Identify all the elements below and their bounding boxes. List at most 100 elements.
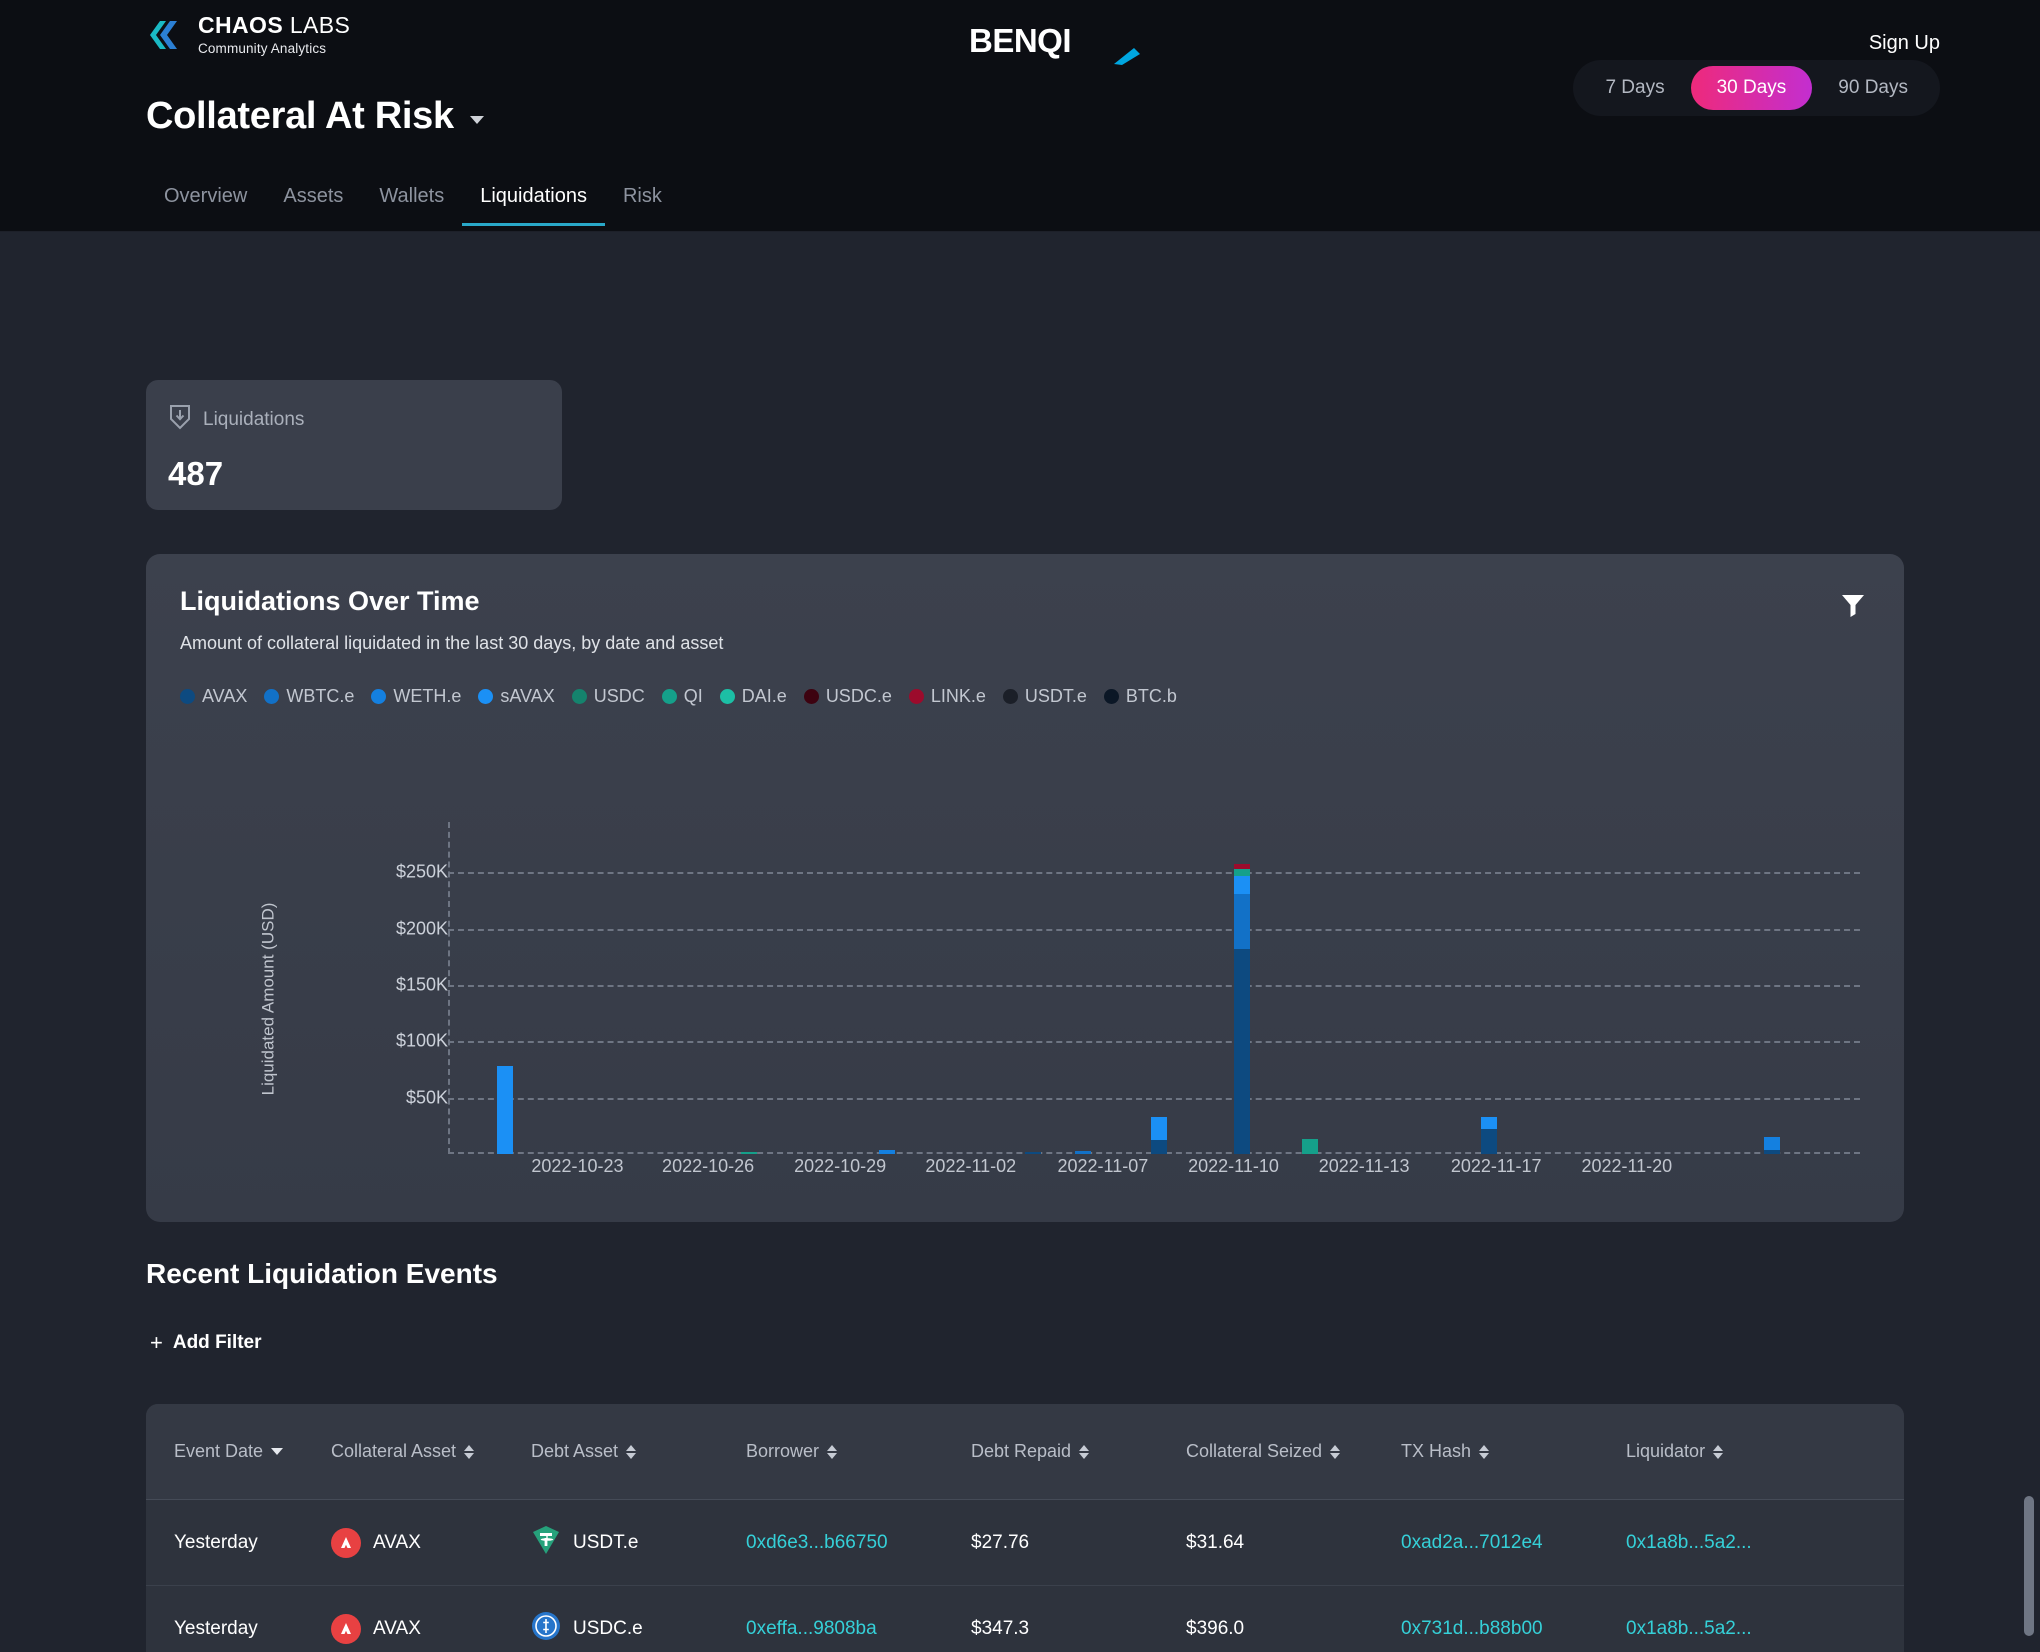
chaos-labs-chevron-logo-icon [146, 15, 186, 55]
legend-item-usdc-e[interactable]: USDC.e [803, 686, 892, 707]
bar-segment-avax [1233, 948, 1250, 1154]
bar-segment-wbtc-e [1074, 1151, 1091, 1154]
add-filter-button[interactable]: + Add Filter [150, 1330, 262, 1356]
table-row[interactable]: Yesterday AVAX USDT.e 0xd6e3...b66750 $27.76… [146, 1500, 1904, 1586]
column-header-debt-repaid[interactable]: Debt Repaid [971, 1441, 1186, 1462]
bar-2022-11-05[interactable] [1025, 1152, 1042, 1154]
legend-color-dot [719, 689, 735, 704]
legend-color-dot [371, 689, 387, 704]
legend-item-usdt-e[interactable]: USDT.e [1002, 686, 1087, 707]
column-header-debt-asset[interactable]: Debt Asset [531, 1441, 746, 1462]
column-header-liquidator[interactable]: Liquidator [1626, 1441, 1856, 1462]
debt-asset-label: USDT.e [573, 1531, 639, 1553]
legend-item-qi[interactable]: QI [661, 686, 703, 707]
column-label: Collateral Seized [1186, 1441, 1323, 1461]
cell-debt-asset: USDC.e [531, 1611, 746, 1647]
gridline [448, 872, 1860, 875]
x-tick-label: 2022-10-29 [794, 1156, 887, 1176]
x-tick-label: 2022-11-13 [1318, 1156, 1410, 1176]
bar-2022-11-09[interactable] [1233, 864, 1250, 1154]
sort-icon[interactable] [1079, 1444, 1090, 1459]
range-30-days[interactable]: 30 Days [1690, 66, 1813, 110]
tab-liquidations[interactable]: Liquidations [462, 185, 605, 226]
tab-risk[interactable]: Risk [622, 185, 662, 207]
sort-icon[interactable] [1713, 1444, 1724, 1459]
liquidation-shield-down-icon [168, 404, 192, 435]
sort-icon[interactable] [827, 1444, 838, 1459]
sort-icon[interactable] [464, 1444, 475, 1459]
plus-icon: + [150, 1330, 163, 1355]
column-label: Borrower [746, 1441, 820, 1461]
legend-color-dot [803, 689, 819, 704]
legend-color-dot [180, 689, 195, 704]
column-label: Debt Repaid [971, 1441, 1072, 1461]
chevron-down-icon[interactable] [469, 115, 484, 124]
legend-item-weth-e[interactable]: WETH.e [371, 686, 461, 707]
sort-desc-icon[interactable] [271, 1448, 284, 1455]
column-header-tx-hash[interactable]: TX Hash [1401, 1441, 1626, 1462]
bar-2022-11-10[interactable] [1302, 1139, 1318, 1154]
brand-logo[interactable]: CHAOS LABS Community Analytics [146, 14, 350, 56]
bar-segment-avax [1151, 1140, 1168, 1154]
bar-segment-qi [1233, 868, 1250, 876]
y-tick-label: $50K [405, 1087, 448, 1108]
tab-wallets[interactable]: Wallets [379, 185, 445, 207]
sign-up-button[interactable]: Sign Up [1868, 32, 1940, 54]
funnel-filter-icon[interactable] [1840, 592, 1866, 623]
cell-liquidator[interactable]: 0x1a8b...5a2... [1626, 1531, 1752, 1553]
sort-icon[interactable] [1330, 1444, 1341, 1459]
legend-item-avax[interactable]: AVAX [180, 686, 247, 707]
table-scrollbar[interactable] [2024, 1496, 2034, 1636]
benqi-accent-icon [1113, 48, 1140, 65]
column-label: Debt Asset [531, 1441, 619, 1461]
bar-segment-savax [1233, 875, 1250, 894]
legend-item-btc-b[interactable]: BTC.b [1103, 686, 1177, 707]
gridline [448, 928, 1860, 931]
y-tick-label: $150K [395, 974, 448, 995]
legend-label: QI [683, 686, 703, 706]
bar-segment-wbtc-e [1233, 893, 1250, 949]
range-90-days[interactable]: 90 Days [1838, 77, 1908, 98]
usdt-token-icon [531, 1525, 561, 1561]
chart-y-axis [448, 822, 450, 1154]
chart-y-axis-label: Liquidated Amount (USD) [258, 902, 278, 1096]
x-tick-label: 2022-11-10 [1188, 1156, 1279, 1176]
bar-2022-11-13[interactable] [1480, 1116, 1497, 1154]
sort-icon[interactable] [1479, 1444, 1490, 1459]
column-header-event-date[interactable]: Event Date [146, 1441, 331, 1462]
column-header-collateral-seized[interactable]: Collateral Seized [1186, 1441, 1401, 1462]
legend-item-wbtc-e[interactable]: WBTC.e [264, 686, 354, 707]
legend-item-usdc[interactable]: USDC [571, 686, 645, 707]
bar-2022-10-23[interactable] [496, 1066, 513, 1154]
column-label: TX Hash [1401, 1441, 1472, 1461]
table-header-row: Event Date Collateral Asset Debt Asset B… [146, 1404, 1904, 1500]
bar-2022-11-01[interactable] [878, 1150, 895, 1154]
bar-segment-link-e [1233, 864, 1250, 869]
legend-item-savax[interactable]: sAVAX [478, 686, 555, 707]
bar-2022-11-06[interactable] [1074, 1151, 1091, 1154]
legend-label: sAVAX [500, 686, 555, 706]
cell-tx-hash[interactable]: 0x731d...b88b00 [1401, 1617, 1543, 1639]
column-header-borrower[interactable]: Borrower [746, 1441, 971, 1462]
page-title-dropdown[interactable]: Collateral At Risk [146, 95, 484, 138]
cell-borrower[interactable]: 0xd6e3...b66750 [746, 1531, 888, 1553]
legend-item-dai-e[interactable]: DAI.e [719, 686, 787, 707]
protocol-logo: BENQI [969, 22, 1140, 65]
cell-event-date: Yesterday [174, 1617, 258, 1639]
tab-assets[interactable]: Assets [283, 185, 344, 207]
legend-color-dot [264, 689, 280, 704]
bar-2022-11-20[interactable] [1763, 1137, 1780, 1154]
range-7-days[interactable]: 7 Days [1605, 77, 1665, 98]
table-row[interactable]: Yesterday AVAX USDC.e 0xeffa...9808ba $347.3… [146, 1586, 1904, 1652]
legend-item-link-e[interactable]: LINK.e [908, 686, 986, 707]
brand-name-light: LABS [289, 12, 351, 38]
sort-icon[interactable] [626, 1444, 637, 1459]
tab-overview[interactable]: Overview [164, 185, 248, 207]
cell-tx-hash[interactable]: 0xad2a...7012e4 [1401, 1531, 1543, 1553]
cell-borrower[interactable]: 0xeffa...9808ba [746, 1617, 877, 1639]
cell-debt-asset: USDT.e [531, 1525, 746, 1561]
cell-liquidator[interactable]: 0x1a8b...5a2... [1626, 1617, 1752, 1639]
column-header-collateral-asset[interactable]: Collateral Asset [331, 1441, 531, 1462]
bar-2022-11-07[interactable] [1151, 1116, 1168, 1154]
bar-2022-10-29[interactable] [741, 1151, 758, 1154]
